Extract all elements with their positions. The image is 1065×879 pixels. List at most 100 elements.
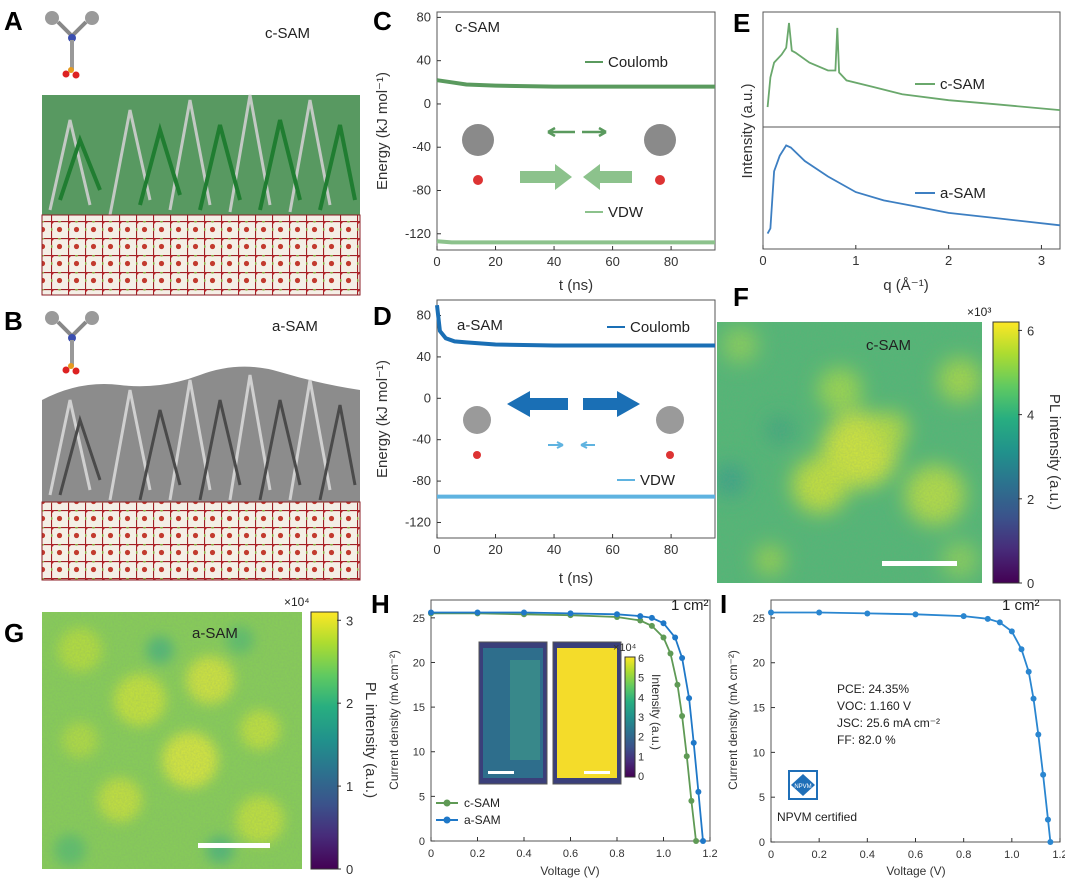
data-point-h <box>674 681 681 688</box>
x-label-d: t (ns) <box>559 570 593 587</box>
y-label-e: Intensity (a.u.) <box>739 83 756 178</box>
x-label-e: q (Å⁻¹) <box>883 277 928 294</box>
data-point-h <box>637 617 644 624</box>
inset-colorbar-tick-label: 5 <box>638 673 644 685</box>
inset-colorbar-tick-label: 6 <box>638 653 644 665</box>
scale-bar-g <box>198 843 270 848</box>
npvm-logo-text: NPVM <box>794 784 811 790</box>
data-point-h <box>679 655 686 662</box>
y-tick-label: 5 <box>759 792 765 804</box>
colorbar-tick-label: 2 <box>1027 492 1034 507</box>
panel-label-a: A <box>4 6 23 36</box>
interaction-arrows-c <box>462 124 676 190</box>
inset-colorbar-tick-label: 4 <box>638 692 644 704</box>
inset-colorbar-tick-label: 3 <box>638 712 644 724</box>
x-tick-label: 1 <box>852 253 859 268</box>
panel-g: G a-SAM 0 1 2 3 ×10⁴ PL intensity (a.u.) <box>4 595 379 877</box>
chart-title-d: a-SAM <box>457 317 503 334</box>
data-point-i <box>912 611 919 618</box>
area-annotation-i: 1 cm² <box>1002 597 1040 614</box>
x-tick-label: 0.4 <box>860 849 875 861</box>
data-point-i <box>1040 771 1047 778</box>
data-point-h <box>693 838 700 844</box>
plot-frame-c <box>436 11 716 251</box>
line-c-sam-h <box>431 612 697 842</box>
y-tick-label: 25 <box>413 613 425 625</box>
x-tick-label: 1.2 <box>1052 849 1065 861</box>
y-tick-label: 0 <box>424 390 431 405</box>
x-label-h: Voltage (V) <box>540 864 599 878</box>
data-point-h <box>521 609 527 616</box>
data-point-h <box>683 753 690 760</box>
x-tick-label: 40 <box>547 254 561 269</box>
colorbar-g <box>310 611 339 870</box>
chart-title-c: c-SAM <box>455 19 500 36</box>
x-label-c: t (ns) <box>559 277 593 294</box>
x-tick-label: 40 <box>547 542 561 557</box>
colorbar-tick-label: 6 <box>1027 323 1034 338</box>
y-label-h: Current density (mA cm⁻²) <box>387 650 401 790</box>
substrate-a <box>41 214 361 296</box>
data-point-h <box>648 622 655 629</box>
npvm-certified-text: NPVM certified <box>777 810 857 824</box>
y-tick-label: 10 <box>413 747 425 759</box>
x-tick-label: 0.8 <box>956 849 971 861</box>
colorbar-multiplier-f: ×10³ <box>967 305 991 319</box>
y-label-c: Energy (kJ mol⁻¹) <box>374 72 391 190</box>
x-tick-label: 1.0 <box>1004 849 1019 861</box>
data-point-h <box>660 634 667 641</box>
x-tick-label: 1.0 <box>656 848 671 860</box>
line-c-sam-e <box>766 22 1061 111</box>
data-point-i <box>1030 695 1037 702</box>
panel-b: B a-SAM <box>4 306 361 581</box>
colorbar-label-g: PL intensity (a.u.) <box>362 682 379 798</box>
legend-vdw-d: VDW <box>640 472 676 489</box>
metric-voc: VOC: 1.160 V <box>837 699 911 713</box>
x-tick-label: 60 <box>605 542 619 557</box>
y-tick-label: 5 <box>419 791 425 803</box>
data-point-i <box>1018 646 1025 653</box>
legend-coulomb-d: Coulomb <box>630 319 690 336</box>
data-point-i <box>1044 816 1051 823</box>
x-label-i: Voltage (V) <box>886 864 945 878</box>
panel-label-f: F <box>733 282 749 312</box>
y-tick-label: -120 <box>405 514 431 529</box>
colorbar-tick-label: 2 <box>346 696 353 711</box>
colorbar-tick-label: 0 <box>346 862 353 877</box>
y-label-i: Current density (mA cm⁻²) <box>726 650 740 790</box>
legend-a-sam-h: a-SAM <box>464 813 501 827</box>
y-tick-label: 25 <box>753 613 765 625</box>
y-tick-label: 40 <box>417 349 431 364</box>
x-tick-label: 0.6 <box>563 848 578 860</box>
label-c-sam-a: c-SAM <box>265 25 310 42</box>
data-point-i <box>996 619 1003 626</box>
line-a-sam-h <box>431 611 704 842</box>
plot-frame-d <box>436 299 716 539</box>
y-tick-label: 15 <box>413 702 425 714</box>
line-coulomb-d <box>435 304 715 348</box>
data-point-h <box>567 610 574 617</box>
y-tick-label: -80 <box>412 473 431 488</box>
panel-label-b: B <box>4 306 23 336</box>
x-tick-label: 0.8 <box>609 848 624 860</box>
x-tick-label: 20 <box>488 254 502 269</box>
data-point-i <box>960 613 967 620</box>
x-tick-label: 0.2 <box>470 848 485 860</box>
x-tick-label: 0 <box>768 849 774 861</box>
molecule-icon-a <box>45 11 99 79</box>
y-tick-label: 0 <box>419 836 425 848</box>
data-point-i <box>864 610 871 617</box>
x-tick-label: 80 <box>664 254 678 269</box>
y-tick-label: 15 <box>753 703 765 715</box>
y-tick-label: 10 <box>753 747 765 759</box>
substrate-b <box>41 501 361 581</box>
inset-colorbar-label-h: Intensity (a.u.) <box>649 674 663 750</box>
data-point-h <box>428 609 434 616</box>
x-tick-label: 0 <box>759 253 766 268</box>
colorbar-f <box>992 321 1020 584</box>
panel-e: E 0 1 2 3 c-SAM a-SAM Intensity (a.u.) q (Å… <box>733 8 1061 294</box>
data-point-h <box>648 614 655 621</box>
pl-map-c-sam <box>717 322 982 583</box>
data-point-h <box>660 620 667 627</box>
